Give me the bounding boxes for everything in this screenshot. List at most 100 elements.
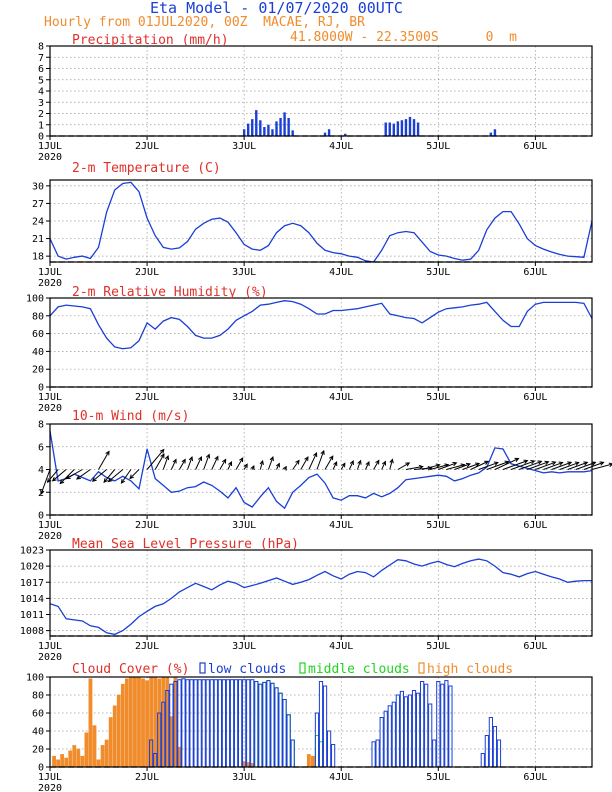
precip-bar [287, 118, 290, 136]
wind-vector-head [40, 489, 45, 495]
y-tick-label: 20 [32, 745, 44, 756]
precip-bar [283, 112, 286, 136]
mslp-series-line [49, 558, 592, 636]
wind-vector [462, 463, 480, 470]
precip-bar [493, 129, 497, 136]
wind-vector [478, 462, 499, 470]
precip-bar [489, 132, 493, 136]
wind-vector-head [558, 461, 564, 466]
y-tick-label: 1017 [20, 578, 44, 589]
cloud-bar-low [318, 681, 324, 768]
wind-vector [551, 461, 572, 470]
precip-bar [279, 118, 282, 136]
x-tick-label: 2JUL [135, 520, 159, 531]
wind-vector-head [357, 459, 362, 465]
wind-vector [486, 461, 509, 470]
wind-vector-head [389, 458, 394, 464]
wind-vector [292, 460, 300, 470]
x-tick-label: 2JUL [135, 392, 159, 403]
wind-vector-head [59, 479, 65, 485]
wind-vector [332, 461, 338, 470]
legend-swatch [199, 662, 206, 674]
wind-vector-head [275, 462, 280, 468]
wind-vector-head [91, 477, 97, 482]
y-tick-label: 6 [38, 442, 44, 453]
wind-vector-head [222, 458, 227, 464]
cloud-bar-high [128, 676, 133, 768]
y-tick-label: 0 [38, 511, 44, 522]
wind-vector [162, 455, 169, 470]
cloud-bar-low [399, 690, 404, 768]
cloud-bar-high [52, 755, 56, 768]
y-tick-label: 4 [38, 87, 44, 98]
wind-vector-head [107, 477, 113, 483]
precip-bar [384, 122, 387, 136]
wind-vector [567, 461, 588, 470]
legend-swatch [418, 662, 425, 674]
x-tick-label: 1JUL [38, 641, 62, 652]
cloud-bar-low [266, 680, 271, 768]
wind-vector [535, 461, 556, 470]
legend-label: middle clouds [308, 662, 410, 677]
wind-vector-head [76, 475, 81, 480]
wind-vector-head [583, 461, 589, 466]
cloud-bar-low [379, 717, 384, 768]
wind-vector [340, 463, 346, 470]
wind-vector [195, 456, 202, 470]
cloud-bar-high [124, 678, 129, 768]
wind-vector [52, 469, 67, 482]
wind-vector-head [493, 461, 499, 466]
cloud-bar-high [108, 717, 113, 768]
wind-vector-head [197, 456, 203, 462]
cloud-bar-low [411, 690, 417, 768]
x-tick-label: 3JUL [232, 772, 256, 783]
cloud-bar-low [488, 717, 493, 768]
wind-vector [348, 460, 354, 470]
precip-bar [263, 127, 266, 136]
cloud-bar-low [225, 679, 231, 768]
cloud-bar-low [290, 739, 295, 768]
wind-vector-head [435, 463, 441, 468]
cloud-bar-low [391, 701, 396, 768]
x-tick-label: 4JUL [329, 772, 353, 783]
y-tick-label: 2 [38, 109, 44, 120]
wind-vector-head [574, 461, 580, 466]
cloud-bar-low [420, 681, 425, 768]
y-tick-label: 8 [38, 420, 44, 431]
x-tick-label: 1JUL [38, 772, 62, 783]
cloud-bar-low [387, 705, 392, 768]
cloud-bar-high [306, 754, 311, 768]
wind-vector-head [188, 456, 194, 462]
x-tick-label: 5JUL [426, 772, 450, 783]
x-year-label: 2020 [38, 531, 62, 542]
x-tick-label: 4JUL [329, 392, 353, 403]
precip-bar [396, 121, 400, 136]
cloud-bar-high [96, 759, 101, 768]
wind-vector-head [418, 464, 424, 470]
x-tick-label: 1JUL [38, 141, 62, 152]
cloud-bar-high [100, 745, 105, 768]
cloud-bar-low [492, 726, 498, 768]
cloud-bar-low [201, 679, 206, 768]
location-subtitle: Hourly from 01JUL2020, 00Z MACAE, RJ, BR [44, 15, 365, 30]
wind-vector [470, 460, 489, 470]
wind-vector-head [537, 460, 543, 465]
y-tick-label: 0 [38, 763, 44, 774]
cloud-bar-high [56, 759, 60, 768]
y-tick-label: 1023 [20, 546, 44, 557]
wind-vector [227, 461, 232, 470]
wind-vector-head [320, 449, 325, 455]
precip-bar [412, 119, 416, 136]
x-year-label: 2020 [38, 652, 62, 663]
y-tick-label: 20 [32, 365, 44, 376]
wind-vector [365, 461, 370, 470]
temp-series-line [49, 181, 593, 263]
precip-bar [416, 122, 420, 136]
x-tick-label: 5JUL [426, 141, 450, 152]
y-tick-label: 100 [26, 673, 44, 684]
y-tick-label: 80 [32, 691, 44, 702]
cloud-bar-low [480, 753, 485, 768]
y-tick-label: 18 [32, 252, 44, 263]
x-tick-label: 1JUL [38, 520, 62, 531]
precip-bar [408, 116, 412, 136]
